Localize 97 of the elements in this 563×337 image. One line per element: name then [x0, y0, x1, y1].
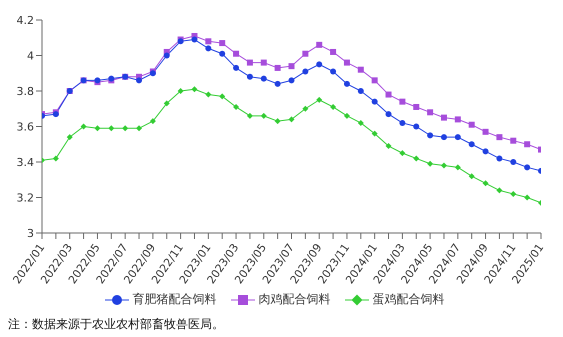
point: [219, 93, 226, 100]
point: [288, 116, 294, 122]
y-tick-label: 3.8: [16, 84, 34, 98]
point: [510, 159, 516, 165]
point: [288, 77, 294, 84]
point: [440, 134, 447, 140]
point: [164, 52, 170, 58]
point: [427, 109, 434, 116]
point: [122, 125, 128, 132]
point: [372, 130, 378, 137]
point: [191, 36, 198, 43]
point: [219, 40, 226, 46]
y-tick-label: 4: [27, 49, 34, 62]
point: [233, 50, 240, 57]
y-tick-label: 3: [27, 226, 34, 240]
point: [399, 120, 406, 126]
point: [454, 164, 461, 170]
point: [330, 68, 336, 74]
point: [344, 60, 350, 66]
point: [260, 112, 267, 119]
point: [108, 125, 114, 132]
point: [454, 134, 461, 140]
point: [358, 88, 364, 94]
point: [413, 124, 420, 130]
legend-label: 肉鸡配合饲料: [258, 291, 330, 308]
point: [178, 88, 184, 94]
point: [205, 45, 212, 52]
point: [510, 190, 516, 197]
point: [136, 77, 142, 84]
point: [440, 162, 447, 169]
point: [427, 132, 434, 138]
point: [482, 180, 489, 186]
point: [524, 194, 530, 200]
point: [344, 80, 350, 87]
point: [413, 155, 420, 162]
point: [496, 155, 502, 162]
point: [399, 98, 406, 105]
point: [386, 92, 392, 98]
point: [136, 125, 142, 132]
point: [399, 150, 406, 156]
point: [372, 77, 378, 84]
point: [468, 173, 475, 180]
point: [94, 125, 100, 132]
point: [260, 60, 267, 66]
point: [233, 104, 240, 110]
point: [386, 111, 392, 118]
point: [52, 155, 59, 162]
point: [482, 148, 489, 154]
point: [205, 92, 212, 98]
y-tick-label: 3.2: [16, 191, 34, 204]
point: [288, 63, 294, 70]
point: [274, 80, 281, 87]
y-tick-label: 3.6: [16, 120, 34, 134]
point: [302, 106, 308, 112]
point: [330, 48, 336, 55]
point: [260, 76, 267, 82]
point: [372, 98, 378, 105]
point: [302, 50, 308, 57]
point: [358, 120, 364, 126]
point: [440, 114, 447, 121]
point: [510, 138, 516, 144]
point: [80, 124, 87, 130]
text: 注：数据来源于农业农村部畜牧兽医局。: [8, 316, 225, 333]
point: [66, 134, 73, 140]
point: [358, 66, 364, 73]
point: [468, 141, 475, 148]
point: [413, 104, 420, 110]
point: [219, 50, 226, 57]
point: [496, 187, 502, 194]
point: [524, 141, 530, 148]
point: [427, 160, 434, 167]
point: [246, 74, 253, 80]
point: [150, 118, 156, 124]
point: [246, 112, 253, 119]
y-tick-label: 4.2: [16, 14, 34, 27]
point: [482, 128, 489, 135]
point: [246, 60, 253, 66]
legend-label: 蛋鸡配合饲料: [372, 291, 444, 308]
point: [496, 134, 502, 140]
point: [344, 112, 350, 119]
point: [316, 96, 322, 103]
point: [524, 164, 530, 170]
point: [164, 100, 170, 106]
point: [274, 118, 281, 124]
point: [454, 116, 461, 122]
point: [191, 86, 198, 92]
point: [205, 38, 212, 44]
y-tick-label: 3.4: [16, 156, 34, 169]
point: [468, 122, 475, 128]
point: [316, 61, 322, 68]
point: [233, 64, 240, 71]
legend-label: 育肥猪配合饲料: [132, 291, 216, 308]
point: [316, 42, 322, 48]
point: [330, 104, 336, 110]
point: [274, 64, 281, 71]
point: [386, 143, 392, 150]
point: [302, 68, 308, 74]
